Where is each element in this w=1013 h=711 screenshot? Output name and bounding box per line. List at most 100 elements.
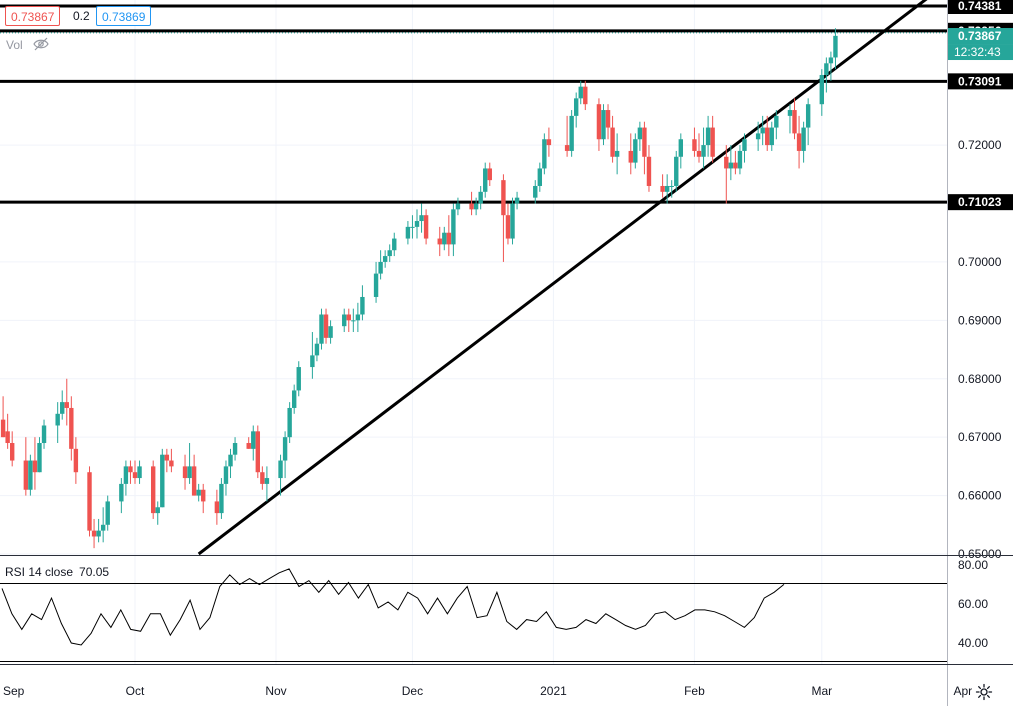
- candle-body[interactable]: [819, 74, 825, 105]
- candle-body[interactable]: [160, 454, 165, 508]
- candle-body[interactable]: [451, 209, 456, 245]
- candle-body[interactable]: [569, 115, 574, 151]
- candle-body[interactable]: [69, 407, 74, 449]
- candle-body[interactable]: [501, 180, 506, 216]
- buy-price-box[interactable]: 0.73869: [96, 6, 152, 26]
- candle-body[interactable]: [410, 226, 415, 228]
- candle-body[interactable]: [578, 86, 583, 99]
- candle-body[interactable]: [373, 273, 379, 297]
- candle-body[interactable]: [510, 203, 515, 239]
- candle-body[interactable]: [164, 454, 170, 461]
- candle-body[interactable]: [382, 256, 388, 262]
- candle-body[interactable]: [387, 250, 392, 257]
- candle-body[interactable]: [669, 185, 674, 187]
- candle-body[interactable]: [150, 466, 156, 514]
- candle-body[interactable]: [23, 460, 29, 490]
- candle-body[interactable]: [414, 221, 420, 227]
- candle-body[interactable]: [796, 133, 802, 151]
- candle-body[interactable]: [64, 402, 69, 408]
- candle-body[interactable]: [105, 501, 110, 525]
- candle-body[interactable]: [442, 232, 447, 245]
- candle-body[interactable]: [5, 431, 10, 444]
- candle-body[interactable]: [769, 127, 774, 146]
- candle-body[interactable]: [60, 402, 65, 414]
- candle-body[interactable]: [310, 355, 315, 368]
- candle-body[interactable]: [346, 314, 351, 321]
- candle-body[interactable]: [55, 413, 60, 426]
- candle-body[interactable]: [542, 139, 547, 169]
- candle-body[interactable]: [128, 466, 133, 473]
- candle-body[interactable]: [378, 261, 383, 274]
- candle-body[interactable]: [514, 197, 520, 204]
- candle-body[interactable]: [710, 127, 715, 157]
- candle-body[interactable]: [342, 314, 347, 327]
- candle-body[interactable]: [360, 296, 365, 315]
- candle-body[interactable]: [91, 530, 97, 537]
- candle-body[interactable]: [296, 367, 301, 391]
- candle-body[interactable]: [646, 156, 652, 186]
- candle-body[interactable]: [642, 127, 647, 157]
- candle-body[interactable]: [437, 238, 442, 245]
- candle-body[interactable]: [537, 168, 543, 186]
- candle-body[interactable]: [278, 460, 283, 479]
- candle-body[interactable]: [678, 139, 684, 157]
- candle-body[interactable]: [564, 145, 570, 151]
- candle-body[interactable]: [742, 139, 747, 151]
- candle-body[interactable]: [73, 448, 79, 473]
- candle-body[interactable]: [701, 145, 706, 157]
- candle-body[interactable]: [614, 150, 620, 157]
- candle-body[interactable]: [801, 127, 806, 151]
- candle-body[interactable]: [705, 127, 711, 146]
- candle-body[interactable]: [483, 168, 488, 192]
- trendline[interactable]: [197, 0, 936, 556]
- candle-body[interactable]: [169, 460, 174, 467]
- candle-body[interactable]: [601, 110, 606, 140]
- candle-body[interactable]: [733, 162, 738, 169]
- candle-body[interactable]: [696, 150, 702, 157]
- candle-body[interactable]: [155, 507, 160, 514]
- eye-hidden-icon[interactable]: [33, 37, 49, 51]
- candle-body[interactable]: [755, 133, 761, 140]
- candle-body[interactable]: [596, 104, 602, 140]
- candle-body[interactable]: [355, 314, 361, 321]
- candle-body[interactable]: [824, 63, 829, 75]
- candle-body[interactable]: [674, 156, 679, 186]
- candle-body[interactable]: [191, 466, 197, 496]
- candle-body[interactable]: [633, 139, 638, 163]
- candle-body[interactable]: [469, 203, 474, 210]
- candle-body[interactable]: [478, 191, 483, 204]
- candle-body[interactable]: [487, 168, 492, 181]
- candle-body[interactable]: [628, 150, 633, 163]
- candle-body[interactable]: [828, 57, 834, 64]
- candle-body[interactable]: [264, 478, 270, 484]
- candle-body[interactable]: [787, 110, 793, 116]
- candle-body[interactable]: [255, 431, 261, 473]
- candle-body[interactable]: [505, 215, 511, 239]
- candle-body[interactable]: [455, 203, 461, 210]
- candle-body[interactable]: [246, 443, 251, 449]
- candle-body[interactable]: [728, 162, 734, 169]
- candle-body[interactable]: [219, 483, 224, 514]
- candle-body[interactable]: [223, 466, 229, 484]
- candle-body[interactable]: [260, 472, 265, 484]
- candle-body[interactable]: [291, 390, 297, 408]
- candle-body[interactable]: [182, 466, 188, 479]
- candle-body[interactable]: [692, 139, 697, 151]
- candle-body[interactable]: [187, 466, 192, 479]
- candle-body[interactable]: [805, 104, 811, 128]
- candle-body[interactable]: [119, 483, 124, 502]
- candle-body[interactable]: [660, 185, 665, 192]
- candle-body[interactable]: [446, 232, 452, 245]
- candle-body[interactable]: [765, 127, 770, 146]
- candle-body[interactable]: [605, 110, 611, 128]
- candle-body[interactable]: [323, 314, 329, 338]
- candle-body[interactable]: [132, 472, 138, 479]
- candle-body[interactable]: [533, 185, 538, 198]
- candle-body[interactable]: [87, 472, 92, 531]
- candle-body[interactable]: [314, 343, 320, 356]
- candle-body[interactable]: [737, 150, 743, 169]
- candle-body[interactable]: [232, 443, 238, 455]
- candle-body[interactable]: [610, 127, 615, 157]
- candle-body[interactable]: [724, 156, 729, 169]
